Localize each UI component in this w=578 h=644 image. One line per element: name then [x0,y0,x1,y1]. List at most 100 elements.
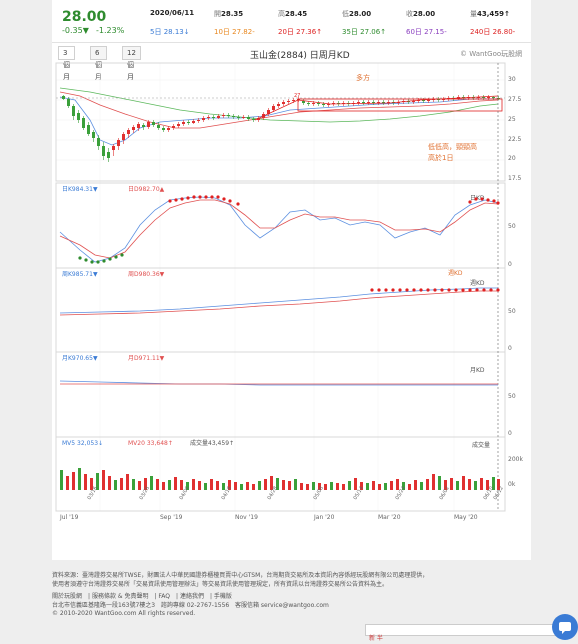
volume-bar [126,474,129,490]
kd-signal-dot [210,195,214,199]
volume-bar [354,478,357,490]
candle-body [182,122,185,124]
footer-link-terms[interactable]: 服務條款 & 免責聲明 [91,593,149,600]
ma35: 35日 27.06↑ [342,28,387,36]
volume-bar [270,476,273,490]
volume-bar [282,480,285,490]
volume-bar [210,479,213,490]
chat-icon[interactable] [552,614,578,640]
volume-bar [456,481,459,490]
candle-body [287,101,290,102]
kd-signal-dot [180,197,184,201]
daily-d-line [59,199,499,259]
ad-banner[interactable]: 新 半 [365,624,557,642]
volume-bar [168,480,171,490]
volume-bar [294,479,297,490]
volume-bar [222,483,225,490]
candle-body [87,125,90,134]
candle-body [272,106,275,110]
daily-d-value: 日D982.70▲ [128,186,165,193]
volume-bar [300,483,303,490]
weekly-k-value: 周K985.71▼ [62,271,98,278]
candle-body [282,102,285,104]
kd-signal-dot [222,197,226,201]
price-tick: 22.5 [508,136,522,143]
volume-bar [408,484,411,490]
candle-body [442,99,445,100]
volume-bar [497,479,500,490]
volume-bar [96,473,99,490]
kd-signal-dot [405,288,409,292]
kd-signal-dot [168,199,172,203]
kd-signal-dot [433,288,437,292]
monthly-kd-tag: 月KD [470,367,485,374]
quote-volume: 量43,459↑ [470,10,510,18]
volume-bar [288,481,291,490]
candle-body [142,125,145,127]
candle-body [302,101,305,103]
kd-signal-dot [440,288,444,292]
volume-bar [384,483,387,490]
candle-body [172,126,175,128]
candle-body [357,102,360,103]
candle-body [387,102,390,103]
ma5: 5日 28.13↓ [150,28,190,36]
candle-body [157,125,160,128]
candle-body [217,116,220,118]
footer-link-contact[interactable]: 連絡我們 [179,593,204,600]
kd-signal-dot [192,195,196,199]
volume-bar [480,478,483,490]
kd-signal-dot [96,260,100,264]
x-tick: Jul '19 [59,514,79,521]
kd-signal-dot [102,259,106,263]
candle-body [327,104,330,105]
kd-tick: 50 [508,223,516,230]
chart-panel [52,0,531,560]
candle-body [227,115,230,116]
candle-body [137,124,140,128]
kd-signal-dot [186,196,190,200]
kd-signal-dot [447,288,451,292]
candle-body [482,97,485,98]
volume-bar [474,481,477,490]
kd-signal-dot [475,288,479,292]
candle-body [422,100,425,101]
candle-body [67,99,70,106]
kd-signal-dot [496,201,500,205]
footer-link-about[interactable]: 關於玩股網 [52,593,83,600]
x-tick: May '20 [454,514,478,521]
price-tick: 27.5 [508,96,522,103]
kd-signal-dot [108,257,112,261]
candle-body [112,146,115,150]
volume-date-label: 04/28 [267,486,279,501]
ma-green-line [59,87,499,123]
footer-link-faq[interactable]: FAQ [158,593,171,600]
candle-body [257,118,260,120]
price-tick: 30 [508,76,516,83]
tab-12-months[interactable]: 12個月 [122,46,141,81]
tab-3-months[interactable]: 3個月 [58,46,75,81]
weekly-d-line [59,290,498,316]
price-tick: 25 [508,116,516,123]
candle-body [307,103,310,104]
kd-signal-dot [419,288,423,292]
footer-disclaimer: 使用者須遵守台灣證券交易所「交易資訊使用管理辦法」等交易資訊使用管理規定，所有資… [52,580,389,588]
kd-signal-dot [216,195,220,199]
monthly-kd-frame [55,351,506,438]
stock-chart: 30 27.5 25 22.5 20 17.5 50 0 50 0 50 0 2… [55,62,523,521]
price-tick: 20 [508,155,516,162]
candle-body [177,124,180,126]
candle-body [62,96,65,99]
volume-bar [414,480,417,490]
footer-link-mobile[interactable]: 手機版 [213,593,232,600]
candle-body [437,99,440,100]
volume-bar [162,482,165,490]
daily-k-value: 日K984.31▼ [62,186,98,193]
candle-body [267,110,270,114]
tab-6-months[interactable]: 6個月 [90,46,107,81]
mv5-value: MV5 32,053↓ [62,440,103,447]
volume-bar [378,484,381,490]
volume-bar [342,484,345,490]
volume-bar [198,481,201,490]
volume-bar [192,479,195,490]
